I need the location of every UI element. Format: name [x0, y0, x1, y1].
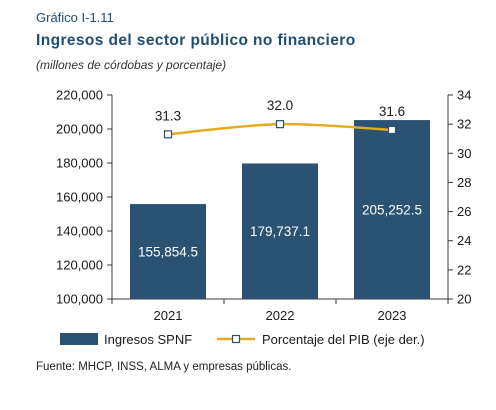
- y-left-tick-label: 160,000: [56, 190, 103, 205]
- y-right-tick-label: 22: [457, 262, 471, 277]
- bar-value-label: 155,854.5: [138, 245, 198, 260]
- pib-value-label: 31.6: [379, 104, 405, 119]
- x-tick-label: 2022: [266, 308, 295, 323]
- pib-point: [387, 125, 397, 135]
- chart-subtitle: (millones de córdobas y porcentaje): [36, 58, 227, 72]
- y-left-tick-label: 220,000: [56, 88, 103, 103]
- y-left-tick-label: 200,000: [56, 122, 103, 137]
- bar-series: [130, 120, 430, 300]
- chart-axes: 100,000 120,000 140,000 160,000 180,000 200,0…: [56, 88, 471, 324]
- y-right-tick-label: 28: [457, 175, 471, 190]
- legend-label-bars: Ingresos SPNF: [104, 331, 193, 347]
- chart-area: 100,000 120,000 140,000 160,000 180,000 200,0…: [56, 88, 471, 324]
- line-series: [163, 120, 397, 139]
- pib-point: [163, 130, 173, 139]
- y-left-tick-label: 140,000: [56, 224, 103, 239]
- y-right-tick-label: 30: [457, 146, 471, 161]
- y-right-tick-label: 24: [457, 233, 471, 248]
- bar: [242, 163, 318, 299]
- bar: [354, 120, 430, 300]
- y-right-tick-label: 26: [457, 204, 471, 219]
- y-left-tick-label: 120,000: [56, 258, 103, 273]
- data-labels: 155,854.5 179,737.1 205,252.5 31.3 32.0 31.6: [138, 98, 422, 259]
- x-tick-label: 2023: [378, 308, 407, 323]
- bar-value-label: 205,252.5: [362, 203, 422, 218]
- y-right-tick-label: 20: [457, 292, 471, 307]
- pib-value-label: 32.0: [267, 98, 293, 113]
- bar-value-label: 179,737.1: [250, 224, 310, 239]
- legend-item-bars: Ingresos SPNF: [60, 330, 192, 348]
- figure-label: Gráfico I-1.11: [36, 10, 114, 25]
- pib-value-label: 31.3: [155, 108, 181, 123]
- legend-swatch-line: [217, 334, 255, 344]
- y-left-tick-label: 180,000: [56, 156, 103, 171]
- x-tick-label: 2021: [154, 308, 183, 323]
- y-right-tick-label: 34: [457, 88, 471, 103]
- chart-title: Ingresos del sector público no financier…: [36, 32, 356, 49]
- pib-point: [275, 120, 285, 129]
- legend-item-line: Porcentaje del PIB (eje der.): [216, 330, 425, 348]
- bar: [130, 204, 206, 299]
- legend-swatch-bar: [60, 333, 98, 345]
- legend-label-line: Porcentaje del PIB (eje der.): [262, 331, 425, 347]
- y-left-tick-label: 100,000: [56, 292, 103, 307]
- y-right-tick-label: 32: [457, 117, 471, 132]
- source-note: Fuente: MHCP, INSS, ALMA y empresas públ…: [36, 361, 292, 373]
